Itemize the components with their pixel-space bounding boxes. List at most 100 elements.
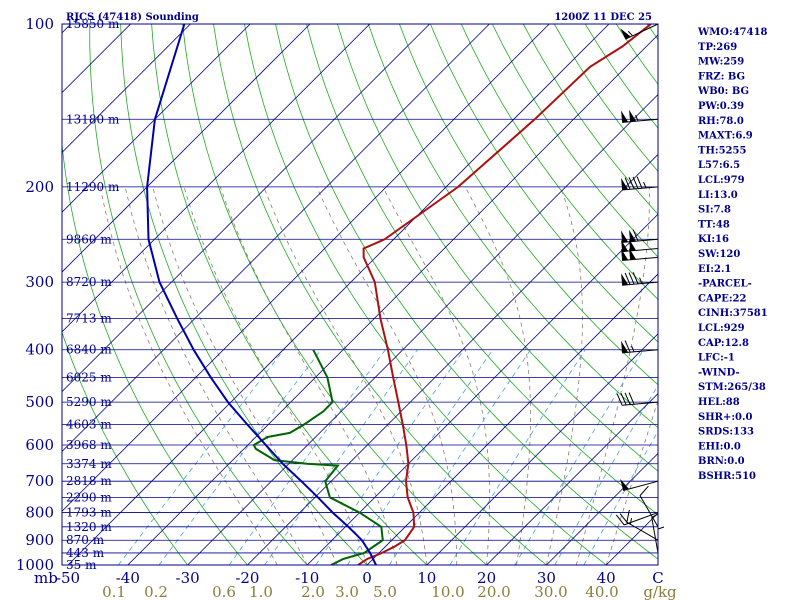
index-line: BSHR:510 <box>698 471 756 482</box>
index-line: STM:265/38 <box>698 382 766 393</box>
pressure-tick-label: 200 <box>25 178 54 196</box>
moist-adiabat <box>316 186 458 565</box>
height-level-label: 3374 m <box>66 457 112 471</box>
mixing-ratio-label: 2.0 <box>301 583 325 600</box>
wind-barb <box>620 478 659 491</box>
isotherm <box>247 153 658 565</box>
height-level-label: 1793 m <box>66 506 112 520</box>
isobars <box>62 23 658 566</box>
wind-barb <box>621 247 659 262</box>
index-line: RH:78.0 <box>698 116 744 127</box>
height-level-label: 9860 m <box>66 232 112 246</box>
wind-barb <box>620 23 659 40</box>
isotherm <box>187 94 658 565</box>
mixing-ratio-label: 20.0 <box>477 583 510 600</box>
index-line: EHI:0.0 <box>698 441 741 452</box>
mixing-ratio-label: 40.0 <box>585 583 618 600</box>
height-level-label: 15850 m <box>66 17 120 31</box>
station-title: RJCS (47418) Sounding <box>66 12 199 23</box>
index-line: -WIND- <box>698 367 740 378</box>
temperature-tick-label: 40 <box>597 569 616 587</box>
height-level-label: 1320 m <box>66 520 112 534</box>
index-line: CAPE:22 <box>698 293 747 304</box>
isotherm <box>62 24 191 153</box>
index-line: -PARCEL- <box>698 279 752 290</box>
height-level-label: 5290 m <box>66 395 112 409</box>
dry-adiabat <box>553 24 658 172</box>
temperature-tick-label: 0 <box>362 569 372 587</box>
mixing-ratio-line <box>554 384 658 565</box>
moist-adiabat <box>124 186 308 565</box>
mixing-ratio-line <box>347 349 494 565</box>
isotherm <box>62 24 371 333</box>
wind-barb <box>626 509 659 541</box>
mixing-ratio-line <box>118 349 285 565</box>
pressure-tick-label: 800 <box>25 504 54 522</box>
y-axis-unit-label: mb <box>34 569 58 587</box>
isotherm <box>546 452 658 565</box>
moist-adiabat <box>152 186 338 565</box>
mixing-ratio-label: 0.2 <box>144 583 168 600</box>
index-line: CAP:12.8 <box>698 338 749 349</box>
height-level-label: 2290 m <box>66 490 112 504</box>
mixing-ratio-label: 5.0 <box>373 583 397 600</box>
valid-time: 1200Z 11 DEC 25 <box>554 12 652 23</box>
wind-barb <box>621 109 659 123</box>
mixing-ratio-label: 0.6 <box>212 583 236 600</box>
index-line: L57:6.5 <box>698 160 740 171</box>
dry-adiabat <box>491 24 658 258</box>
moist-adiabat <box>99 186 278 565</box>
background-grid <box>62 24 800 565</box>
wind-barbs <box>615 23 665 565</box>
pressure-tick-label: 600 <box>25 436 54 454</box>
mixing-ratio-line <box>315 349 465 565</box>
wind-barb <box>621 238 659 253</box>
isotherm <box>62 24 311 273</box>
mixing-ratio-label: 0.1 <box>102 583 126 600</box>
dry-adiabat <box>244 24 607 565</box>
dry-adiabat <box>275 24 658 560</box>
pressure-tick-label: 300 <box>25 273 54 291</box>
index-line: SI:7.8 <box>698 205 731 216</box>
isotherm <box>486 393 658 565</box>
index-line: TT:48 <box>698 219 730 230</box>
mixing-ratio-unit-label: g/kg <box>643 583 677 600</box>
temperature-tick-label: -40 <box>116 569 140 587</box>
index-line: MAXT:6.9 <box>698 131 753 142</box>
mixing-ratio-label: 30.0 <box>534 583 567 600</box>
height-level-label: 3968 m <box>66 438 112 452</box>
index-line: CINH:37581 <box>698 308 768 319</box>
sounding-profiles <box>146 24 652 565</box>
index-line: LCL:929 <box>698 323 745 334</box>
wind-barb <box>651 514 659 554</box>
index-line: TP:269 <box>698 42 737 53</box>
temperature-tick-label: -30 <box>176 569 200 587</box>
wind-barb <box>621 272 659 286</box>
isotherm <box>426 333 658 565</box>
index-line: LI:13.0 <box>698 190 738 201</box>
isotherm <box>62 24 430 393</box>
dry-adiabat <box>460 24 658 300</box>
height-level-label: 6840 m <box>66 343 112 357</box>
height-level-label: 4603 m <box>66 418 112 432</box>
index-line: WMO:47418 <box>697 27 768 38</box>
x-axis-unit-label: C <box>652 569 663 587</box>
dry-adiabat <box>213 24 547 565</box>
wind-barb <box>621 229 659 243</box>
dry-adiabat <box>740 24 800 565</box>
index-line: EI:2.1 <box>698 264 731 275</box>
dry-adiabat <box>522 24 658 215</box>
stability-index-panel: WMO:47418 TP:269 MW:259 FRZ: BG WB0: BG PW:0.… <box>697 27 768 482</box>
isotherm <box>62 24 490 452</box>
index-line: SHR+:0.0 <box>698 412 752 423</box>
temperature-tick-label: -10 <box>295 569 319 587</box>
wind-barb <box>621 340 659 354</box>
plot-frame <box>61 23 659 566</box>
moist-adiabat <box>575 186 650 565</box>
index-line: BRN:0.0 <box>698 456 745 467</box>
isotherm <box>127 34 658 565</box>
mixing-ratio-label: 3.0 <box>335 583 359 600</box>
pressure-tick-label: 700 <box>25 472 54 490</box>
wind-barb <box>616 392 659 406</box>
index-line: FRZ: BG <box>698 71 745 82</box>
